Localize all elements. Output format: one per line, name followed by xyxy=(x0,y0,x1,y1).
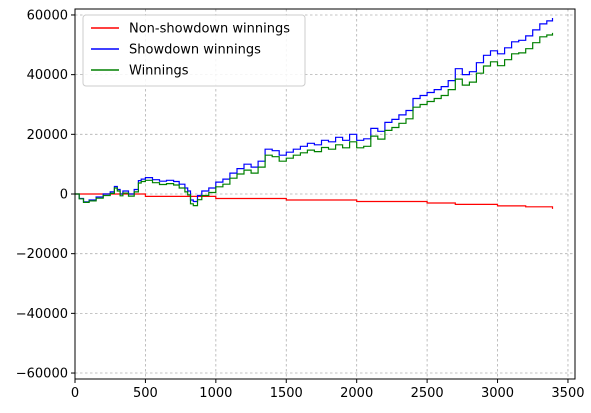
x-tick-label: 3000 xyxy=(481,386,514,401)
legend-label: Winnings xyxy=(129,64,189,79)
y-tick-label: 40000 xyxy=(27,68,68,83)
y-tick-label: −60000 xyxy=(16,367,68,382)
axis-ticks: 0 500 1000 1500 2000 2500 3000 3500 −60000 −40000… xyxy=(16,8,585,401)
x-tick-label: 1500 xyxy=(270,386,303,401)
y-tick-label: −40000 xyxy=(16,307,68,322)
series-line-2 xyxy=(75,32,554,207)
y-tick-label: 60000 xyxy=(27,8,68,23)
series-lines xyxy=(75,18,554,209)
y-tick-label: 20000 xyxy=(27,128,68,143)
series-line-0 xyxy=(75,193,554,209)
x-tick-label: 0 xyxy=(71,386,79,401)
x-tick-label: 1000 xyxy=(199,386,232,401)
legend-label: Showdown winnings xyxy=(129,43,261,58)
x-tick-label: 2000 xyxy=(340,386,373,401)
y-tick-label: −20000 xyxy=(16,247,68,262)
legend: Non-showdown winnings Showdown winnings Wi… xyxy=(82,14,306,87)
x-tick-label: 3500 xyxy=(551,386,584,401)
x-tick-label: 500 xyxy=(133,386,158,401)
y-tick-label: 0 xyxy=(60,188,68,203)
legend-box xyxy=(82,14,306,87)
x-tick-label: 2500 xyxy=(411,386,444,401)
legend-label: Non-showdown winnings xyxy=(129,22,290,37)
